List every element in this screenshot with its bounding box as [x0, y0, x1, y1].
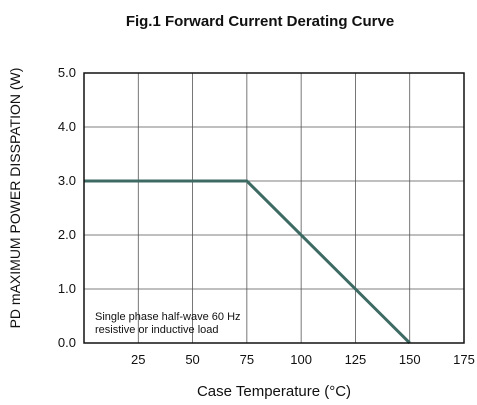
x-tick-label: 100 — [290, 352, 312, 367]
x-tick-label: 125 — [345, 352, 367, 367]
x-tick-label: 150 — [399, 352, 421, 367]
chart-title: Fig.1 Forward Current Derating Curve — [126, 13, 394, 30]
grid — [84, 73, 464, 343]
series-line — [84, 179, 411, 345]
series-group — [84, 179, 411, 345]
x-axis-label: Case Temperature (°C) — [197, 383, 351, 400]
plot-frame — [83, 72, 465, 344]
y-tick-label: 3.0 — [58, 173, 76, 188]
x-tick-label: 50 — [185, 352, 199, 367]
annotation-line-1: Single phase half-wave 60 Hz — [95, 311, 241, 323]
y-tick-label: 1.0 — [58, 281, 76, 296]
x-tick-labels: 25 50 75 100 125 150 175 — [131, 352, 475, 367]
y-tick-labels: 0.0 1.0 2.0 3.0 4.0 5.0 — [58, 65, 76, 350]
y-tick-label: 5.0 — [58, 65, 76, 80]
y-tick-label: 2.0 — [58, 227, 76, 242]
y-tick-label: 0.0 — [58, 335, 76, 350]
x-tick-label: 25 — [131, 352, 145, 367]
annotation-line-2: resistive or inductive load — [95, 324, 219, 336]
x-tick-label: 75 — [240, 352, 254, 367]
x-tick-label: 175 — [453, 352, 475, 367]
y-tick-label: 4.0 — [58, 119, 76, 134]
y-axis-label: PD mAXIMUM POWER DISSPATION (W) — [7, 68, 23, 329]
